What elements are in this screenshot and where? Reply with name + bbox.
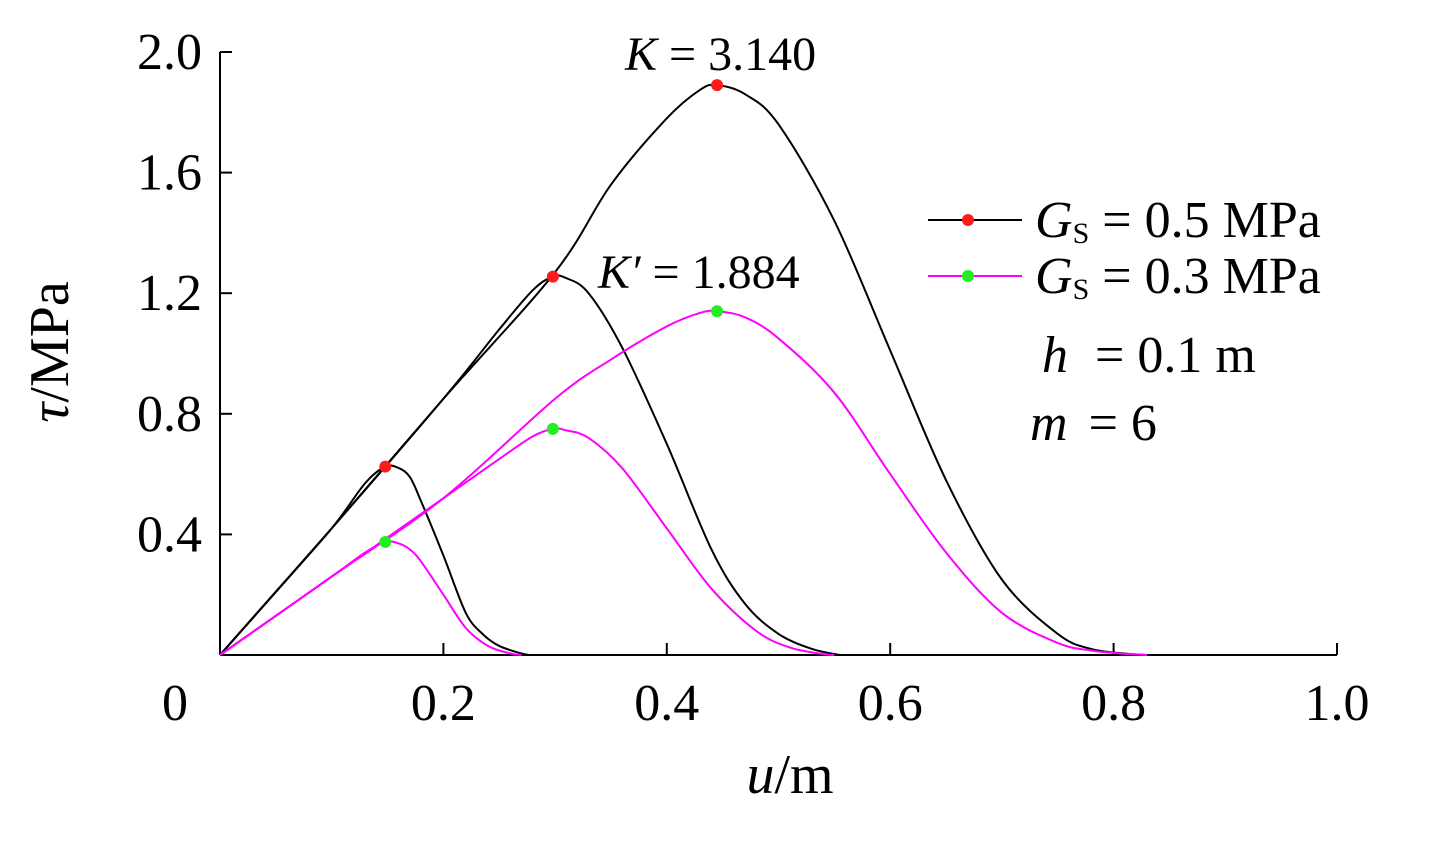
legend-item-gs-03: GS = 0.3 MPa [928,248,1321,306]
axes: 0 0.2 0.4 0.6 0.8 1.0 0.4 0.8 1.2 1.6 2.0 [137,24,1370,732]
series-curve-magenta-1 [219,540,522,656]
peak-marker-1 [379,460,392,473]
legend-label-gs-05: GS = 0.5 MPa [1035,192,1321,250]
y-axis-title: τ/MPa [19,281,81,423]
y-tick-label: 1.6 [137,145,202,202]
series-layer [219,83,1148,656]
y-tick-label: 2.0 [137,24,202,81]
x-tick-label: 0.6 [858,675,923,732]
x-tick-label: 0.4 [634,675,699,732]
legend: GS = 0.5 MPa GS = 0.3 MPa h = 0.1 m m = … [928,192,1321,452]
peak-marker-2 [546,270,559,283]
x-tick-label: 0.2 [411,675,476,732]
peak-marker-layer [379,79,724,548]
series-curve-black-2 [219,274,841,656]
parameter-h: h = 0.1 m [1042,327,1256,384]
peak-marker-5 [546,422,559,435]
parameter-m: m = 6 [1030,395,1157,452]
peak-marker-4 [379,535,392,548]
x-tick-label: 1.0 [1305,675,1370,732]
annotation-k: K = 3.140 [624,28,816,81]
x-ticks: 0 0.2 0.4 0.6 0.8 1.0 [162,643,1370,732]
x-axis-title: u/m [746,744,833,806]
annotation-k-prime: K′ = 1.884 [597,246,800,299]
legend-marker-red [962,214,974,226]
peak-marker-6 [711,305,724,318]
series-curve-black-3 [219,83,1148,656]
y-tick-label: 0.4 [137,506,202,563]
x-tick-label: 0.8 [1081,675,1146,732]
y-tick-label: 0.8 [137,386,202,443]
series-curve-magenta-2 [219,427,835,656]
series-curve-black-1 [219,464,530,656]
x-tick-label: 0 [162,675,188,732]
peak-marker-3 [711,79,724,92]
legend-item-gs-05: GS = 0.5 MPa [928,192,1321,250]
legend-label-gs-03: GS = 0.3 MPa [1035,248,1321,306]
y-ticks: 0.4 0.8 1.2 1.6 2.0 [137,24,232,563]
y-tick-label: 1.2 [137,265,202,322]
series-curve-magenta-3 [219,309,1148,656]
legend-marker-green [962,270,974,282]
